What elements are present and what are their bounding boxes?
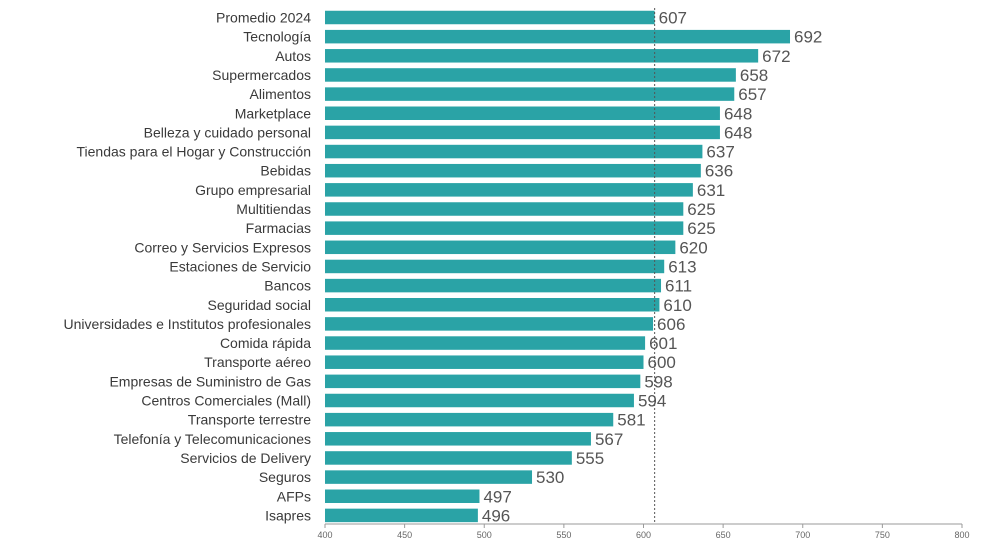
bar — [325, 298, 660, 312]
value-label: 496 — [482, 506, 510, 525]
category-label: Transporte terrestre — [188, 412, 311, 428]
value-label: 658 — [740, 66, 768, 85]
bar — [325, 49, 759, 63]
category-label: Alimentos — [250, 86, 311, 102]
category-label: Bancos — [264, 278, 311, 294]
category-label: Marketplace — [235, 105, 311, 121]
bar — [325, 29, 791, 44]
category-label: Tecnología — [243, 29, 311, 45]
value-label: 567 — [595, 430, 623, 449]
category-label: Autos — [275, 48, 311, 64]
value-label: 607 — [659, 9, 687, 28]
value-label: 613 — [668, 257, 696, 276]
bar — [325, 183, 693, 197]
value-label: 637 — [706, 143, 734, 162]
x-tick-label: 400 — [317, 530, 332, 540]
value-label: 636 — [705, 162, 733, 181]
value-label: 594 — [638, 392, 666, 411]
x-tick-label: 550 — [556, 530, 571, 540]
value-label: 555 — [576, 449, 604, 468]
x-tick-label: 650 — [716, 530, 731, 540]
category-label: Centros Comerciales (Mall) — [141, 393, 311, 409]
x-tick-label: 600 — [636, 530, 651, 540]
value-label: 648 — [724, 123, 752, 142]
category-label: Promedio 2024 — [216, 10, 311, 26]
value-label: 606 — [657, 315, 685, 334]
bar — [325, 393, 634, 408]
value-label: 620 — [679, 238, 707, 257]
value-label: 672 — [762, 47, 790, 66]
bar — [325, 508, 478, 523]
category-label: Servicios de Delivery — [180, 450, 311, 466]
category-label: Multitiendas — [236, 201, 311, 217]
value-label: 611 — [665, 277, 692, 296]
bar — [325, 489, 480, 503]
bar — [325, 336, 646, 350]
category-label: Seguros — [259, 469, 311, 485]
category-label: Bebidas — [260, 163, 311, 179]
value-label: 631 — [697, 181, 725, 200]
bar — [325, 470, 533, 484]
bar — [325, 87, 735, 101]
bar — [325, 125, 720, 140]
bar — [325, 355, 644, 369]
value-labels-group: 6076926726586576486486376366316256256206… — [482, 9, 823, 526]
category-label: Transporte aéreo — [204, 354, 311, 370]
value-label: 657 — [738, 85, 766, 104]
category-label: Comida rápida — [220, 335, 311, 351]
category-labels-group: Promedio 2024 Tecnología Autos Supermercado… — [64, 10, 312, 524]
value-label: 692 — [794, 28, 822, 47]
bar — [325, 202, 684, 216]
x-tick-label: 450 — [397, 530, 412, 540]
bar — [325, 259, 665, 274]
x-tick-label: 750 — [875, 530, 890, 540]
bar — [325, 240, 676, 255]
category-label: Farmacias — [246, 220, 311, 236]
value-label: 600 — [648, 353, 676, 372]
bars-group — [325, 10, 791, 523]
bar — [325, 317, 654, 331]
category-label: AFPs — [277, 488, 311, 504]
x-tick-label: 800 — [954, 530, 969, 540]
value-label: 625 — [687, 200, 715, 219]
bar — [325, 106, 720, 120]
value-label: 530 — [536, 468, 564, 487]
bar — [325, 412, 614, 427]
category-label: Supermercados — [212, 67, 311, 83]
bar — [325, 432, 591, 446]
category-label: Seguridad social — [207, 297, 311, 313]
category-label: Belleza y cuidado personal — [144, 124, 311, 140]
value-label: 625 — [687, 219, 715, 238]
value-label: 581 — [617, 411, 645, 430]
bar — [325, 374, 641, 389]
bar — [325, 221, 684, 235]
value-label: 648 — [724, 104, 752, 123]
value-label: 598 — [644, 372, 672, 391]
category-label: Grupo empresarial — [195, 182, 311, 198]
value-label: 601 — [649, 334, 677, 353]
bar — [325, 451, 572, 465]
x-tick-label: 500 — [477, 530, 492, 540]
value-label: 497 — [483, 487, 511, 506]
category-label: Estaciones de Servicio — [169, 258, 311, 274]
x-tick-label: 700 — [795, 530, 810, 540]
category-label: Tiendas para el Hogar y Construcción — [77, 144, 312, 160]
x-axis: 400 450 500 550 600 650 700 750 800 — [317, 523, 970, 540]
category-label: Empresas de Suministro de Gas — [109, 373, 311, 389]
bar — [325, 68, 736, 82]
bar — [325, 10, 655, 25]
category-label: Telefonía y Telecomunicaciones — [114, 431, 311, 447]
bar — [325, 163, 701, 178]
value-label: 610 — [663, 296, 691, 315]
category-label: Isapres — [265, 507, 311, 523]
category-label: Universidades e Institutos profesionales — [64, 316, 311, 332]
bar — [325, 144, 703, 159]
category-label: Correo y Servicios Expresos — [134, 239, 311, 255]
bar — [325, 278, 662, 293]
